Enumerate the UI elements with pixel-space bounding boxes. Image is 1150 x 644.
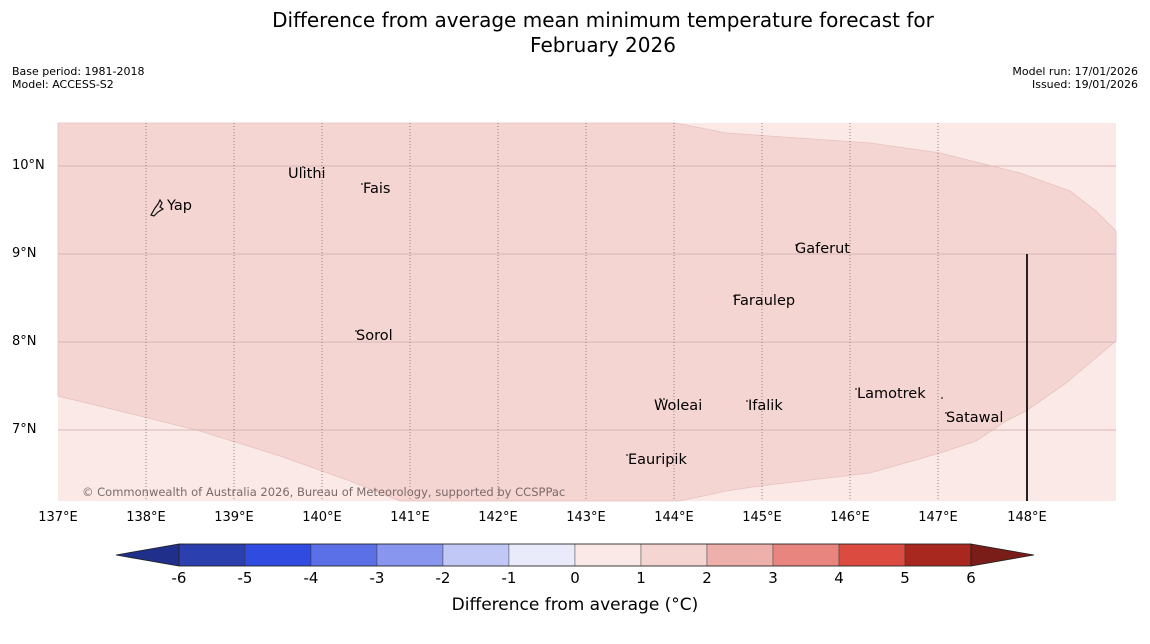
place-label-woleai: Woleai (654, 398, 703, 414)
lon-label-148e: 148°E (1007, 510, 1047, 525)
lon-label-146e: 146°E (830, 510, 870, 525)
lon-label-139e: 139°E (214, 510, 254, 525)
issued-date: Issued: 19/01/2026 (1031, 78, 1138, 91)
colorbar-under-triangle (115, 543, 180, 567)
colorbar-tick: -3 (369, 569, 385, 587)
colorbar-tick: -2 (435, 569, 451, 587)
meta-left: Base period: 1981-2018 Model: ACCESS-S2 (12, 65, 144, 91)
island-dot-satawal (945, 412, 947, 414)
place-label-faraulep: Faraulep (733, 293, 796, 309)
colorbar-bin (376, 543, 444, 567)
island-dot-sorol (355, 330, 357, 332)
yap-island-outline (150, 198, 165, 217)
meta-right: Model run: 17/01/2026 Issued: 19/01/2026 (1012, 65, 1138, 91)
lat-label-10n: 10°N (12, 158, 45, 173)
base-period: Base period: 1981-2018 (12, 65, 145, 78)
island-dot-ulithi (302, 166, 304, 168)
place-label-sorol: Sorol (356, 328, 393, 344)
island-dots (302, 166, 947, 456)
colorbar (115, 543, 1035, 567)
colorbar-bin (574, 543, 642, 567)
colorbar-tick: 0 (570, 569, 580, 587)
title-line-2: February 2026 (530, 33, 676, 57)
copyright-notice: © Commonwealth of Australia 2026, Bureau… (82, 485, 566, 499)
colorbar-title: Difference from average (°C) (451, 595, 699, 615)
island-dot-gaferut (795, 244, 797, 246)
colorbar-bin (772, 543, 840, 567)
colorbar-over-triangle (970, 543, 1035, 567)
lat-label-7n: 7°N (12, 422, 37, 437)
place-label-eauripik: Eauripik (628, 452, 687, 468)
colorbar-tick: 6 (966, 569, 976, 587)
place-label-ulithi: Ulithi (288, 166, 326, 182)
lat-label-8n: 8°N (12, 334, 37, 349)
chart-title: Difference from average mean minimum tem… (0, 8, 1150, 58)
colorbar-bin (310, 543, 378, 567)
colorbar-tick: 4 (834, 569, 844, 587)
colorbar-bin (178, 543, 246, 567)
island-dot-faraulep (733, 295, 735, 297)
island-dot-ifalik (746, 400, 748, 402)
colorbar-bin (244, 543, 312, 567)
island-dot-fais (361, 183, 363, 185)
lon-label-137e: 137°E (38, 510, 78, 525)
colorbar-bin (904, 543, 972, 567)
lon-label-140e: 140°E (302, 510, 342, 525)
lon-label-142e: 142°E (478, 510, 518, 525)
island-dot-woleai-b (663, 398, 665, 400)
place-label-yap: Yap (167, 198, 192, 214)
model-name: Model: ACCESS-S2 (12, 78, 114, 91)
island-dot-eauripik (626, 454, 628, 456)
lon-label-147e: 147°E (918, 510, 958, 525)
colorbar-tick: 2 (702, 569, 712, 587)
island-dot-woleai-a (659, 398, 661, 400)
lon-label-138e: 138°E (126, 510, 166, 525)
island-dot-lamotrek-east (941, 397, 943, 399)
lon-label-143e: 143°E (566, 510, 606, 525)
colorbar-tick: 3 (768, 569, 778, 587)
island-dot-lamotrek (855, 388, 857, 390)
place-label-ifalik: Ifalik (748, 398, 783, 414)
colorbar-bin (838, 543, 906, 567)
colorbar-bin (706, 543, 774, 567)
longitude-gridlines (145, 123, 939, 501)
place-label-lamotrek: Lamotrek (857, 386, 926, 402)
colorbar-bin (442, 543, 510, 567)
lon-label-145e: 145°E (742, 510, 782, 525)
colorbar-bin (640, 543, 708, 567)
colorbar-bins (178, 543, 972, 567)
colorbar-tick: 5 (900, 569, 910, 587)
lon-label-144e: 144°E (654, 510, 694, 525)
place-label-fais: Fais (363, 181, 391, 197)
model-run: Model run: 17/01/2026 (1012, 65, 1138, 78)
lat-label-9n: 9°N (12, 246, 37, 261)
place-label-satawal: Satawal (946, 410, 1004, 426)
colorbar-tick: -6 (171, 569, 187, 587)
colorbar-tick: -1 (501, 569, 517, 587)
colorbar-outline (178, 543, 972, 567)
colorbar-tick: -4 (303, 569, 319, 587)
colorbar-tick: -5 (237, 569, 253, 587)
colorbar-bin (508, 543, 576, 567)
place-label-gaferut: Gaferut (795, 241, 850, 257)
title-line-1: Difference from average mean minimum tem… (272, 8, 934, 32)
lon-label-141e: 141°E (390, 510, 430, 525)
colorbar-tick: 1 (636, 569, 646, 587)
anomaly-region-1-2 (57, 122, 1117, 502)
